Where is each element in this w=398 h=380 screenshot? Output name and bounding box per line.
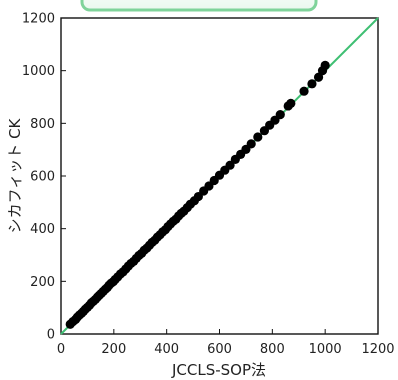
data-point	[307, 79, 317, 89]
data-point	[299, 86, 309, 96]
y-tick-label: 600	[30, 170, 55, 185]
y-axis-title: シカフィット CK	[6, 117, 24, 233]
x-tick-label: 0	[57, 342, 65, 357]
data-point	[246, 139, 256, 149]
x-tick-label: 400	[154, 342, 179, 357]
y-tick-label: 1200	[22, 12, 55, 27]
data-point	[253, 132, 263, 142]
data-point	[275, 110, 285, 120]
x-tick-label: 200	[101, 342, 126, 357]
y-tick-label: 800	[30, 117, 55, 132]
x-tick-label: 1000	[309, 342, 342, 357]
y-tick-label: 400	[30, 222, 55, 237]
top-banner-decoration	[80, 0, 318, 12]
plot-area: 0 200 400 600 800 1000 1200 0 200 400 600 800 1000 12…	[22, 12, 395, 358]
y-tick-label: 0	[47, 328, 55, 343]
x-tick-label: 1200	[361, 342, 394, 357]
x-tick-label: 800	[260, 342, 285, 357]
y-tick-label: 1000	[22, 64, 55, 79]
y-tick-label: 200	[30, 275, 55, 290]
x-axis-title: JCCLS-SOP法	[171, 361, 266, 379]
data-point	[286, 98, 296, 108]
data-point	[320, 60, 330, 70]
x-tick-label: 600	[207, 342, 232, 357]
